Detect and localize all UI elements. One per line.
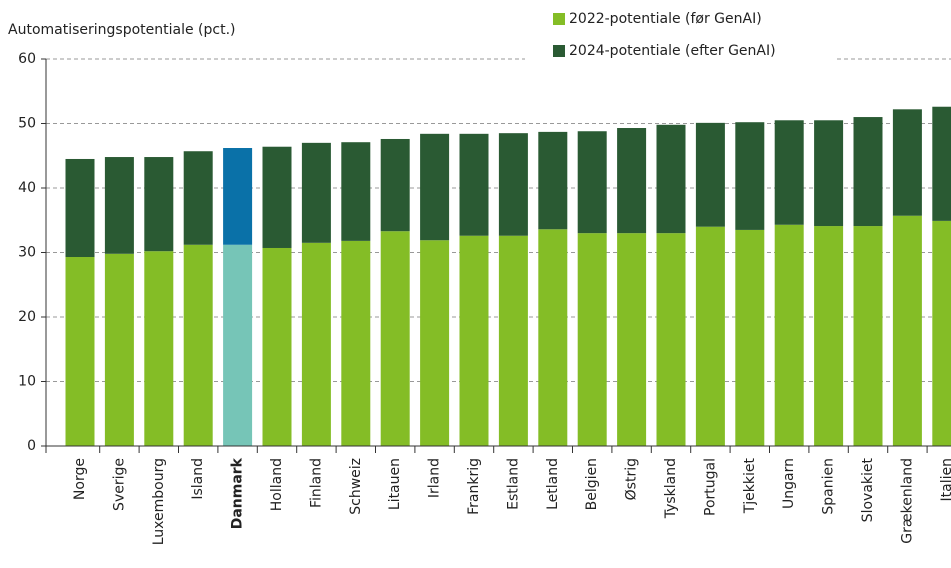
x-tick-label: Grækenland [899,458,915,544]
bar-segment [262,247,292,446]
x-tick-label: Tjekkiet [742,457,758,514]
y-tick-label: 30 [18,245,36,261]
x-tick-label: Sverige [111,458,127,511]
bar-segment [932,220,951,446]
x-tick-label: Østrig [624,458,640,500]
bar-segment [183,244,213,446]
bar-segment [814,120,844,227]
bar-segment [223,244,253,446]
x-tick-label: Holland [269,458,285,511]
legend-bg [525,0,835,70]
y-tick-label: 20 [18,309,36,325]
x-tick-label: Italien [939,458,951,501]
bar-segment [538,229,568,446]
legend-swatch [553,13,565,25]
y-tick-label: 60 [18,51,36,67]
bar-segment [774,224,804,446]
bar-segment [814,226,844,446]
legend-swatch [553,45,565,57]
x-tick-label: Norge [72,458,88,500]
x-tick-label: Frankrig [466,458,482,515]
bar-segment [656,233,686,446]
y-tick-label: 0 [27,438,36,454]
legend-label: 2024-potentiale (efter GenAI) [569,43,776,59]
bar-segment [301,242,331,446]
x-tick-label: Tyskland [663,458,679,519]
bar-segment [183,151,213,245]
x-tick-label: Spanien [821,458,837,515]
x-tick-label: Portugal [702,458,718,516]
bar-segment [498,133,528,236]
y-axis-label: Automatiseringspotentiale (pct.) [8,22,236,38]
bar-segment [459,133,489,236]
x-tick-label: Luxembourg [151,458,167,545]
bar-segment [144,251,174,446]
x-tick-label: Finland [308,458,324,508]
x-tick-label: Ungarn [781,458,797,509]
bar-segment [380,231,410,446]
bar-segment [695,122,725,227]
bar-segment [223,148,253,245]
x-tick-label: Danmark [230,457,246,529]
bar-segment [65,158,95,258]
bar-segment [104,253,134,446]
y-tick-label: 50 [18,116,36,132]
bar-segment [459,235,489,446]
x-tick-label: Irland [427,458,443,498]
bar-segment [380,138,410,232]
bar-segment [695,226,725,446]
bar-segment [420,240,450,446]
bar-segment [341,240,371,446]
bar-segment [538,131,568,230]
bar-segment [144,157,174,252]
bar-segment [301,142,331,243]
y-tick-label: 40 [18,180,36,196]
bar-segment [892,215,922,446]
bar-segment [262,146,292,248]
bar-segment [735,229,765,446]
bar-segment [617,233,647,446]
bar-segment [65,257,95,446]
bar-segment [853,117,883,227]
y-tick-label: 10 [18,374,36,390]
bar-segment [853,226,883,446]
bar-segment [498,235,528,446]
bar-segment [932,106,951,221]
bar-segment [577,233,607,446]
bar-segment [577,131,607,234]
x-tick-label: Letland [545,458,561,510]
bar-segment [104,157,134,254]
bar-segment [892,109,922,216]
x-tick-label: Litauen [387,458,403,510]
bar-segment [656,124,686,234]
x-tick-label: Island [190,458,206,500]
bar-segment [617,128,647,234]
legend-label: 2022-potentiale (før GenAI) [569,11,762,27]
x-tick-label: Estland [505,458,521,510]
x-tick-label: Belgien [584,458,600,510]
bar-segment [774,120,804,225]
x-tick-label: Schweiz [348,458,364,515]
x-tick-label: Slovakiet [860,457,876,522]
bar-segment [341,142,371,241]
bar-segment [735,122,765,230]
bar-segment [420,133,450,241]
